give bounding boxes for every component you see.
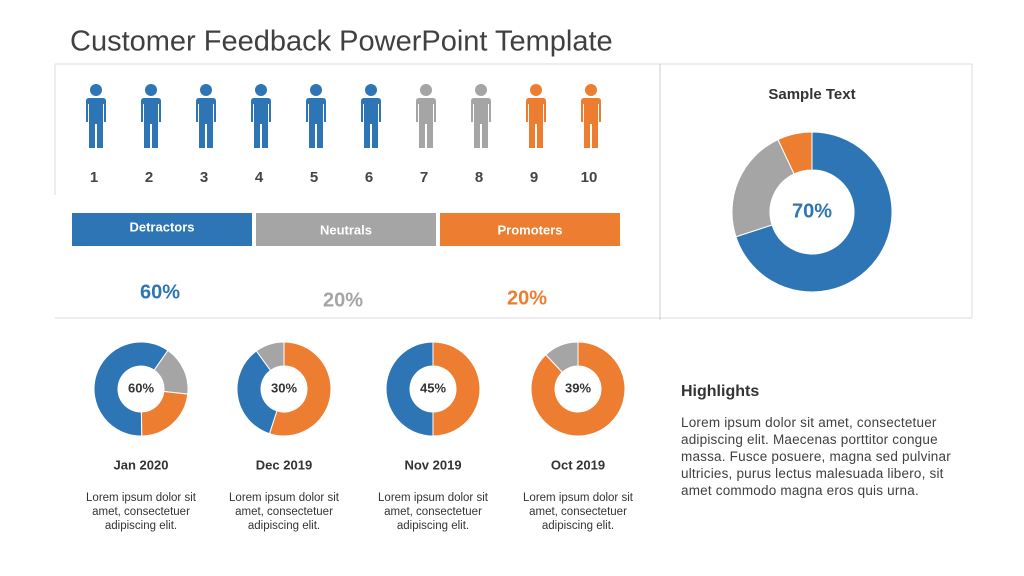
person-body (86, 98, 106, 148)
donut-label: Oct 2019 (551, 457, 605, 472)
person-head (475, 84, 487, 96)
person-number: 2 (145, 169, 153, 186)
person-body (361, 98, 381, 148)
highlights-title: Highlights (681, 383, 759, 400)
donut-label: Jan 2020 (114, 457, 169, 472)
person-number: 9 (530, 169, 538, 186)
person-number: 8 (475, 169, 483, 186)
group-box (72, 213, 252, 246)
donut-center-label: 70% (792, 200, 832, 222)
donut-label: Nov 2019 (404, 457, 461, 472)
group-name: Promoters (497, 222, 562, 237)
person-body (251, 98, 271, 148)
donut-segment (255, 341, 285, 372)
person-body (306, 98, 326, 148)
person-head (90, 84, 102, 96)
person-body (141, 98, 161, 148)
group-name: Detractors (129, 219, 194, 234)
person-head (530, 84, 542, 96)
person-body (526, 98, 546, 148)
donut-segment (735, 131, 893, 293)
donut-segment (432, 341, 481, 437)
donut-segment (530, 341, 626, 437)
person-number: 4 (255, 169, 264, 186)
donut-segment (545, 341, 579, 373)
donut-center-label: 45% (420, 380, 446, 395)
donut-segment (140, 390, 189, 437)
person-number: 5 (310, 169, 318, 186)
donut-center-label: 30% (271, 380, 297, 395)
donut-description: Lorem ipsum dolor sit amet, consectetuer… (229, 492, 339, 532)
person-head (255, 84, 267, 96)
person-head (310, 84, 322, 96)
chart-title: Sample Text (768, 86, 855, 103)
donut-center-label: 39% (565, 380, 591, 395)
person-head (420, 84, 432, 96)
donut-description: Lorem ipsum dolor sit amet, consectetuer… (378, 492, 488, 532)
person-number: 1 (90, 169, 98, 186)
group-box (440, 213, 620, 246)
person-head (200, 84, 212, 96)
donut-segment (268, 341, 332, 437)
donut-segment (93, 341, 169, 437)
person-head (365, 84, 377, 96)
person-body (581, 98, 601, 148)
donut-segment (385, 341, 434, 437)
person-number: 3 (200, 169, 208, 186)
person-body (196, 98, 216, 148)
person-head (585, 84, 597, 96)
donut-description: Lorem ipsum dolor sit amet, consectetuer… (523, 492, 633, 532)
donut-segment (236, 350, 278, 435)
person-body (471, 98, 491, 148)
group-box (256, 213, 436, 246)
donut-description: Lorem ipsum dolor sit amet, consectetuer… (86, 492, 196, 532)
donut-segment (777, 131, 813, 175)
person-number: 10 (581, 169, 598, 186)
group-percent: 20% (323, 289, 363, 311)
group-percent: 60% (140, 281, 180, 303)
group-percent: 20% (507, 287, 547, 309)
donut-center-label: 60% (128, 380, 154, 395)
group-name: Neutrals (320, 222, 372, 237)
person-body (416, 98, 436, 148)
donut-label: Dec 2019 (256, 457, 312, 472)
slide-title: Customer Feedback PowerPoint Template (70, 26, 613, 58)
person-number: 6 (365, 169, 373, 186)
highlights-text: Lorem ipsum dolor sit amet, consectetuer… (681, 415, 951, 498)
person-number: 7 (420, 169, 428, 186)
person-head (145, 84, 157, 96)
